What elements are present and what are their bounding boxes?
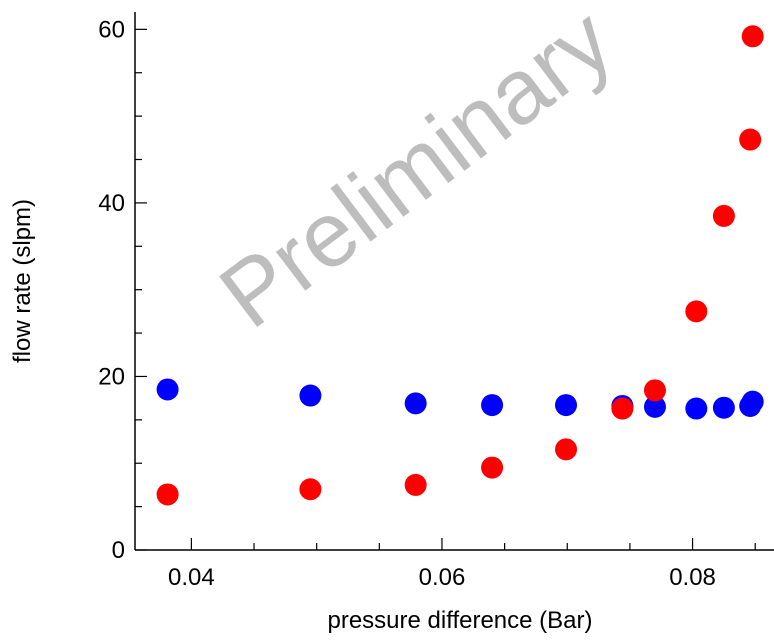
data-point: [611, 397, 634, 420]
data-point: [741, 25, 764, 48]
data-point: [741, 390, 764, 413]
data-point: [404, 392, 427, 415]
data-point: [156, 483, 179, 506]
data-point: [299, 478, 322, 501]
y-tick-label: 0: [112, 537, 125, 564]
data-point: [712, 204, 735, 227]
x-tick-label: 0.06: [419, 564, 466, 591]
x-tick-label: 0.04: [168, 564, 215, 591]
data-point: [299, 384, 322, 407]
data-point: [643, 379, 666, 402]
data-point: [685, 300, 708, 323]
data-point: [685, 397, 708, 420]
watermark-text: Preliminary: [202, 0, 631, 347]
data-points: [156, 25, 764, 506]
data-point: [481, 456, 504, 479]
y-tick-label: 40: [98, 190, 125, 217]
data-point: [481, 394, 504, 417]
data-point: [156, 378, 179, 401]
tick-labels: 0 20 40 60 0.04 0.06 0.08: [98, 16, 716, 591]
y-tick-label: 60: [98, 16, 125, 43]
data-point: [712, 396, 735, 419]
data-point: [404, 473, 427, 496]
ticks: [135, 28, 756, 551]
x-axis-label: pressure difference (Bar): [327, 607, 592, 634]
y-tick-label: 20: [98, 363, 125, 390]
data-point: [739, 128, 762, 151]
data-point: [555, 438, 578, 461]
y-axis-label: flow rate (slpm): [9, 199, 36, 363]
axes: [134, 12, 774, 551]
data-point: [555, 394, 578, 417]
data-point: [643, 395, 666, 418]
x-tick-label: 0.08: [669, 564, 716, 591]
